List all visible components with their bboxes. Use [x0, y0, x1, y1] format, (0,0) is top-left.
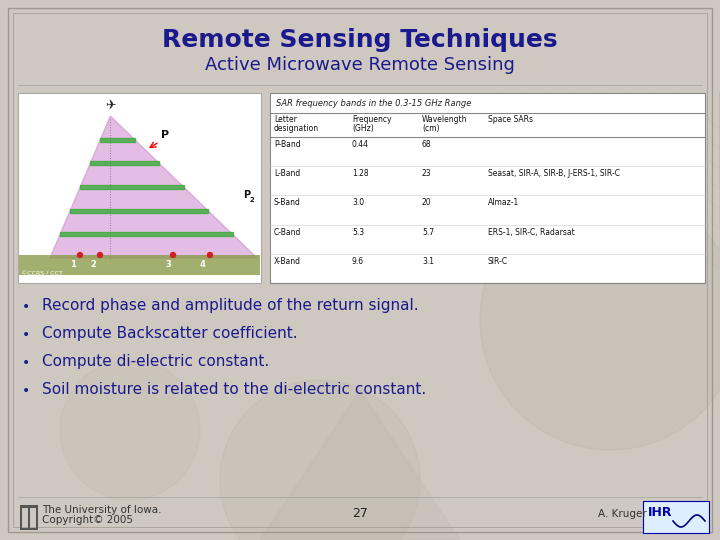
Bar — [18, 93, 261, 283]
Text: Soil moisture is related to the di-electric constant.: Soil moisture is related to the di-elect… — [42, 382, 426, 397]
Text: Compute di-electric constant.: Compute di-electric constant. — [42, 354, 269, 369]
Text: •: • — [22, 384, 30, 398]
Text: ERS-1, SIR-C, Radarsat: ERS-1, SIR-C, Radarsat — [488, 227, 575, 237]
Text: 3.0: 3.0 — [352, 198, 364, 207]
Bar — [20, 528, 38, 530]
Polygon shape — [260, 390, 460, 540]
Text: 1.28: 1.28 — [352, 169, 369, 178]
Polygon shape — [80, 185, 184, 189]
Circle shape — [220, 380, 420, 540]
Text: SAR frequency bands in the 0.3-15 GHz Range: SAR frequency bands in the 0.3-15 GHz Ra… — [276, 99, 472, 108]
Text: 68: 68 — [422, 140, 431, 149]
Text: •: • — [22, 328, 30, 342]
Text: ©CCRS / CCT: ©CCRS / CCT — [21, 272, 63, 277]
Text: 4: 4 — [200, 260, 206, 269]
Text: P-Band: P-Band — [274, 140, 301, 149]
Text: Compute Backscatter coefficient.: Compute Backscatter coefficient. — [42, 326, 297, 341]
Text: 1: 1 — [70, 260, 76, 269]
Text: 3: 3 — [165, 260, 171, 269]
Polygon shape — [90, 161, 159, 165]
Bar — [20, 508, 22, 528]
Text: Frequency: Frequency — [352, 115, 392, 124]
Text: The University of Iowa.: The University of Iowa. — [42, 505, 161, 515]
Bar — [28, 508, 30, 528]
Circle shape — [78, 253, 83, 258]
Text: Record phase and amplitude of the return signal.: Record phase and amplitude of the return… — [42, 298, 418, 313]
Text: X-Band: X-Band — [274, 257, 301, 266]
Text: C-Band: C-Band — [274, 227, 302, 237]
Circle shape — [97, 253, 102, 258]
Text: Seasat, SIR-A, SIR-B, J-ERS-1, SIR-C: Seasat, SIR-A, SIR-B, J-ERS-1, SIR-C — [488, 169, 620, 178]
Circle shape — [480, 190, 720, 450]
Text: 3.1: 3.1 — [422, 257, 434, 266]
Text: 2: 2 — [90, 260, 96, 269]
Text: L-Band: L-Band — [274, 169, 300, 178]
Text: Letter: Letter — [274, 115, 297, 124]
Text: SIR-C: SIR-C — [488, 257, 508, 266]
Text: (cm): (cm) — [422, 124, 439, 133]
Bar — [270, 93, 705, 283]
Text: Almaz-1: Almaz-1 — [488, 198, 519, 207]
Text: A. Kruger: A. Kruger — [598, 509, 647, 519]
Text: IHR: IHR — [648, 506, 672, 519]
Text: 9.6: 9.6 — [352, 257, 364, 266]
Text: Remote Sensing Techniques: Remote Sensing Techniques — [162, 28, 558, 52]
Bar — [20, 505, 38, 508]
Text: Wavelength: Wavelength — [422, 115, 467, 124]
Bar — [643, 501, 709, 533]
Text: 2: 2 — [250, 197, 255, 203]
Text: S-Band: S-Band — [274, 198, 301, 207]
Text: 20: 20 — [422, 198, 431, 207]
Circle shape — [207, 253, 212, 258]
Text: P: P — [243, 190, 250, 200]
Polygon shape — [50, 116, 257, 258]
Text: 5.7: 5.7 — [422, 227, 434, 237]
Circle shape — [60, 360, 200, 500]
Text: Space SARs: Space SARs — [488, 115, 533, 124]
Text: Active Microwave Remote Sensing: Active Microwave Remote Sensing — [205, 56, 515, 74]
Circle shape — [171, 253, 176, 258]
Text: 5.3: 5.3 — [352, 227, 364, 237]
Text: (GHz): (GHz) — [352, 124, 374, 133]
Bar — [36, 508, 38, 528]
Text: •: • — [22, 356, 30, 370]
Polygon shape — [60, 232, 233, 237]
Text: Copyright© 2005: Copyright© 2005 — [42, 515, 133, 525]
Text: 23: 23 — [422, 169, 431, 178]
Text: ✈: ✈ — [105, 99, 116, 112]
Text: 27: 27 — [352, 507, 368, 520]
Text: •: • — [22, 300, 30, 314]
Text: 0.44: 0.44 — [352, 140, 369, 149]
Polygon shape — [70, 208, 208, 213]
Polygon shape — [100, 138, 135, 141]
Text: designation: designation — [274, 124, 319, 133]
Text: P: P — [161, 130, 169, 140]
Bar — [19, 255, 260, 275]
